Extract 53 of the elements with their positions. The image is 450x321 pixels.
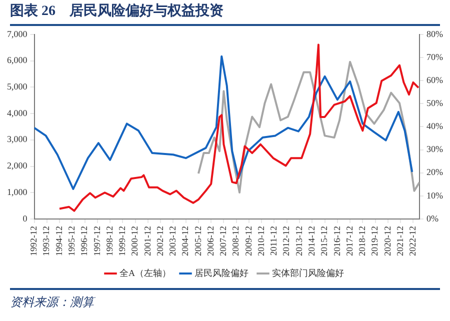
- x-tick-label: 2014-12: [306, 226, 316, 256]
- x-tick-label: 2016-12: [332, 226, 342, 256]
- y2-tick-label: 20%: [426, 167, 444, 178]
- x-tick-label: 1998-12: [104, 226, 114, 256]
- x-tick-label: 1994-12: [54, 226, 64, 256]
- x-tick-label: 2001-12: [142, 226, 152, 256]
- x-tick-label: 1999-12: [117, 226, 128, 256]
- y2-tick-label: 0%: [426, 213, 440, 224]
- x-tick-label: 2007-12: [218, 226, 228, 256]
- y2-tick-label: 60%: [426, 74, 444, 85]
- x-tick-label: 2005-12: [192, 226, 203, 256]
- y2-tick-label: 30%: [426, 144, 444, 154]
- x-tick-label: 1995-12: [66, 226, 77, 256]
- x-tick-label: 2021-12: [394, 226, 405, 256]
- x-tick-label: 2015-12: [319, 226, 330, 256]
- x-tick-label: 2000-12: [130, 226, 140, 256]
- y2-tick-label: 10%: [426, 190, 444, 200]
- y-tick-label: 7,000: [7, 28, 28, 39]
- x-tick-label: 2002-12: [154, 226, 165, 256]
- y2-tick-label: 80%: [426, 28, 444, 39]
- y-tick-label: 5,000: [7, 82, 28, 92]
- y2-tick-label: 40%: [426, 121, 444, 132]
- x-tick-label: 2019-12: [370, 226, 380, 256]
- x-tick-label: 2022-12: [408, 226, 418, 256]
- text: 资料来源：测算: [10, 294, 96, 311]
- y-tick-label: 4,000: [7, 108, 28, 118]
- y-tick-label: 0: [22, 213, 28, 224]
- y-tick-label: 1,000: [7, 186, 28, 197]
- x-tick-label: 2010-12: [256, 226, 266, 256]
- x-tick-label: 2011-12: [268, 226, 279, 256]
- y2-tick-label: 50%: [426, 98, 444, 108]
- y-tick-label: 3,000: [7, 134, 28, 144]
- y-tick-label: 2,000: [7, 160, 28, 171]
- x-tick-label: 2008-12: [230, 226, 241, 256]
- x-tick-label: 2006-12: [205, 226, 216, 256]
- x-tick-label: 2017-12: [344, 226, 354, 256]
- x-tick-label: 2009-12: [243, 226, 254, 256]
- y-tick-label: 6,000: [7, 55, 28, 66]
- chart-title: 图表 26 居民风险偏好与权益投资: [10, 0, 440, 26]
- x-tick-label: 2018-12: [357, 226, 368, 256]
- x-tick-label: 2013-12: [294, 226, 304, 256]
- x-tick-label: 2004-12: [180, 226, 190, 256]
- legend-label: 居民风险偏好: [194, 268, 248, 278]
- legend-label: 实体部门风险偏好: [272, 268, 344, 278]
- legend-label: 全A（左轴）: [120, 268, 171, 278]
- x-tick-label: 1992-12: [28, 226, 39, 256]
- y2-tick-label: 70%: [426, 52, 444, 62]
- x-tick-label: 2003-12: [168, 226, 178, 256]
- x-tick-label: 1993-12: [41, 226, 52, 256]
- x-tick-label: 1997-12: [92, 226, 102, 256]
- x-tick-label: 2020-12: [382, 226, 392, 256]
- x-tick-label: 1996-12: [79, 226, 90, 256]
- x-tick-label: 2012-12: [281, 226, 292, 256]
